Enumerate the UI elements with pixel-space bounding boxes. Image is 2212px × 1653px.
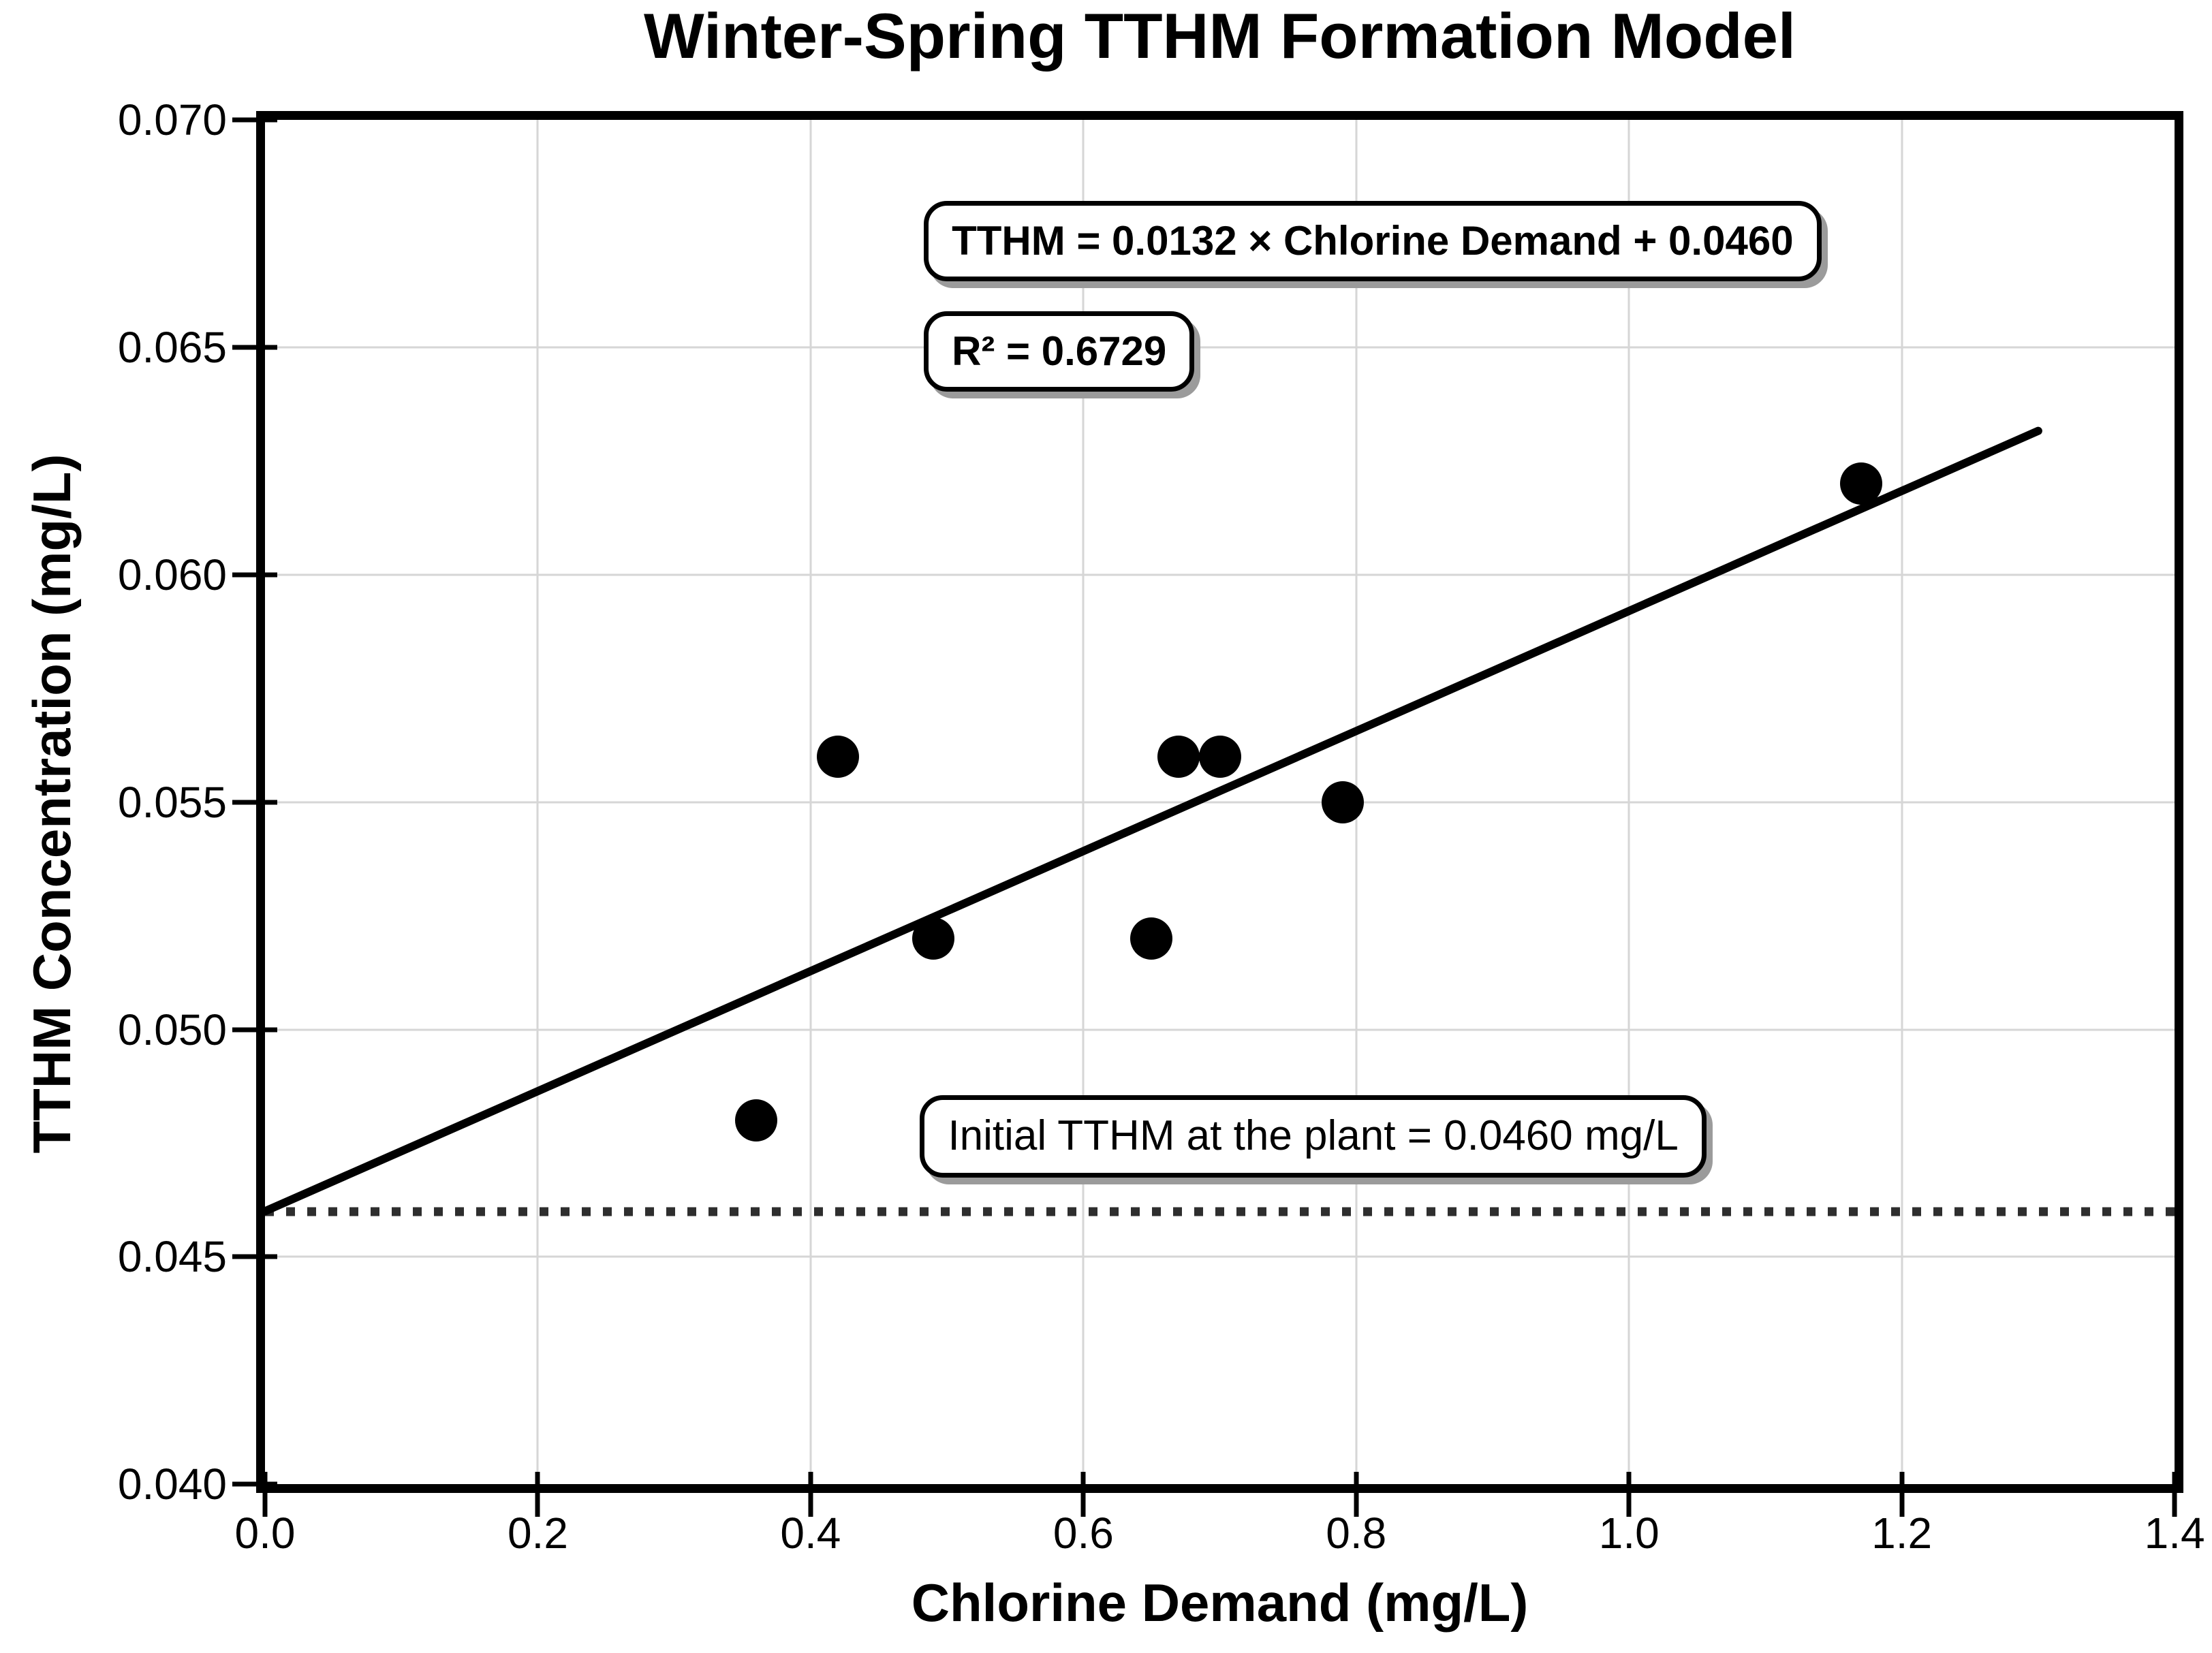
- x-tick-mark: [1899, 1472, 1905, 1517]
- y-tick-mark: [232, 572, 277, 578]
- plot-area: TTHM = 0.0132 × Chlorine Demand + 0.0460…: [118, 98, 2205, 1555]
- y-tick-label: 0.055: [117, 777, 227, 827]
- x-tick-label: 1.4: [2144, 1509, 2205, 1558]
- y-tick-label: 0.060: [117, 550, 227, 599]
- y-tick-label: 0.050: [117, 1005, 227, 1054]
- x-tick-label: 0.6: [1053, 1509, 1114, 1558]
- y-tick-mark: [232, 117, 277, 123]
- y-gridline: [265, 1255, 2175, 1258]
- x-tick-label: 0.4: [780, 1509, 841, 1558]
- y-gridline: [265, 1028, 2175, 1031]
- data-point: [1130, 917, 1173, 960]
- y-tick-mark: [232, 1481, 277, 1487]
- y-gridline: [265, 801, 2175, 804]
- x-tick-mark: [262, 1472, 268, 1517]
- x-tick-mark: [1626, 1472, 1632, 1517]
- x-tick-label: 0.8: [1326, 1509, 1387, 1558]
- x-tick-mark: [808, 1472, 813, 1517]
- y-gridline: [265, 346, 2175, 349]
- trendline-equation-annotation: TTHM = 0.0132 × Chlorine Demand + 0.0460: [924, 200, 1822, 281]
- data-point: [816, 736, 859, 778]
- y-tick-label: 0.065: [117, 323, 227, 373]
- data-point: [1839, 462, 1882, 505]
- r-squared-annotation: R² = 0.6729: [924, 311, 1195, 392]
- y-tick-label: 0.045: [117, 1232, 227, 1282]
- x-tick-label: 1.0: [1598, 1509, 1660, 1558]
- data-point: [1157, 736, 1200, 778]
- data-point: [912, 917, 955, 960]
- x-tick-label: 0.0: [234, 1509, 296, 1558]
- initial-tthm-annotation: Initial TTHM at the plant = 0.0460 mg/L: [920, 1095, 1707, 1178]
- trend-line: [265, 431, 2038, 1212]
- y-axis-title: TTHM Concentration (mg/L): [22, 454, 82, 1153]
- y-tick-label: 0.040: [117, 1460, 227, 1509]
- data-point: [1198, 736, 1241, 778]
- chart-title: Winter-Spring TTHM Formation Model: [644, 0, 1796, 72]
- y-tick-mark: [232, 1254, 277, 1259]
- x-tick-mark: [1354, 1472, 1359, 1517]
- x-tick-label: 1.2: [1871, 1509, 1933, 1558]
- data-point: [1321, 781, 1364, 823]
- x-tick-label: 0.2: [507, 1509, 568, 1558]
- x-tick-mark: [2172, 1472, 2177, 1517]
- y-tick-mark: [232, 345, 277, 350]
- x-axis-title: Chlorine Demand (mg/L): [911, 1573, 1529, 1633]
- y-tick-mark: [232, 1027, 277, 1033]
- data-point: [734, 1099, 777, 1142]
- line-layer: [265, 120, 2175, 1484]
- x-tick-mark: [1080, 1472, 1086, 1517]
- y-tick-mark: [232, 800, 277, 805]
- y-gridline: [265, 573, 2175, 576]
- x-tick-mark: [535, 1472, 540, 1517]
- y-tick-label: 0.070: [117, 95, 227, 145]
- baseline-dotted-line: [265, 1207, 2175, 1216]
